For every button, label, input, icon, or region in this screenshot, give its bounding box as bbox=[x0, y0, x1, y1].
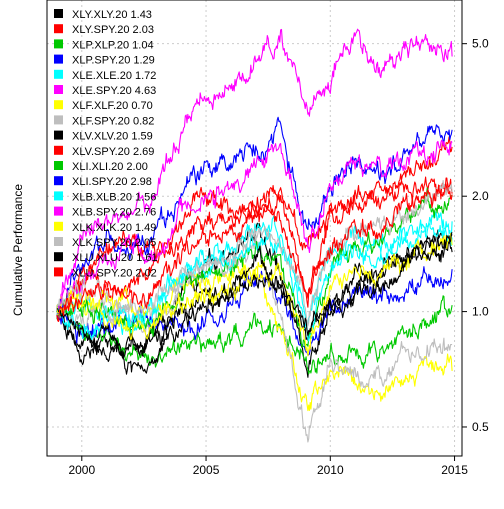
legend-swatch-xlf-spy-20 bbox=[54, 115, 63, 124]
legend-swatch-xly-xly-20 bbox=[54, 9, 63, 18]
legend-label: XLV.XLV.20 1.59 bbox=[72, 131, 153, 143]
legend-swatch-xlk-spy-20 bbox=[54, 237, 63, 246]
legend-swatch-xli-spy-20 bbox=[54, 176, 63, 185]
legend-swatch-xlv-xlv-20 bbox=[54, 131, 63, 140]
legend-swatch-xlp-xlp-20 bbox=[54, 39, 63, 48]
y-axis-label: Cumulative Performance bbox=[11, 184, 25, 316]
y-tick-label: 0.5 bbox=[472, 420, 489, 434]
legend-label: XLE.SPY.20 4.63 bbox=[72, 85, 156, 97]
legend-label: XLI.XLI.20 2.00 bbox=[72, 161, 148, 173]
legend-label: XLI.SPY.20 2.98 bbox=[72, 176, 152, 188]
y-tick-label: 1.0 bbox=[472, 305, 489, 319]
legend-label: XLK.SPY.20 2.05 bbox=[72, 237, 156, 249]
x-tick-label: 2000 bbox=[68, 463, 95, 477]
x-tick-label: 2010 bbox=[317, 463, 344, 477]
legend-label: XLP.XLP.20 1.04 bbox=[72, 39, 154, 51]
y-tick-label: 5.0 bbox=[472, 37, 489, 51]
legend-swatch-xlb-spy-20 bbox=[54, 207, 63, 216]
legend-swatch-xlp-spy-20 bbox=[54, 55, 63, 64]
legend-swatch-xlu-xlu-20 bbox=[54, 252, 63, 261]
legend-label: XLP.SPY.20 1.29 bbox=[72, 55, 155, 67]
y-tick-label: 2.0 bbox=[472, 189, 489, 203]
legend-swatch-xlv-spy-20 bbox=[54, 146, 63, 155]
x-tick-label: 2015 bbox=[441, 463, 468, 477]
legend-label: XLU.SPY.20 2.02 bbox=[72, 267, 157, 279]
legend-swatch-xlf-xlf-20 bbox=[54, 100, 63, 109]
x-tick-label: 2005 bbox=[193, 463, 220, 477]
legend-label: XLF.XLF.20 0.70 bbox=[72, 100, 153, 112]
legend-label: XLV.SPY.20 2.69 bbox=[72, 146, 154, 158]
legend-swatch-xle-xle-20 bbox=[54, 70, 63, 79]
legend-label: XLB.XLB.20 1.56 bbox=[72, 191, 156, 203]
legend-swatch-xlu-spy-20 bbox=[54, 267, 63, 276]
legend-label: XLF.SPY.20 0.82 bbox=[72, 115, 154, 127]
legend-label: XLE.XLE.20 1.72 bbox=[72, 70, 156, 82]
legend-label: XLK.XLK.20 1.49 bbox=[72, 222, 156, 234]
legend-swatch-xly-spy-20 bbox=[54, 24, 63, 33]
legend-swatch-xle-spy-20 bbox=[54, 85, 63, 94]
legend-label: XLU.XLU.20 1.61 bbox=[72, 252, 158, 264]
legend-label: XLY.SPY.20 2.03 bbox=[72, 24, 154, 36]
legend-label: XLB.SPY.20 2.76 bbox=[72, 207, 156, 219]
legend-swatch-xlk-xlk-20 bbox=[54, 222, 63, 231]
legend-swatch-xli-xli-20 bbox=[54, 161, 63, 170]
legend-label: XLY.XLY.20 1.43 bbox=[72, 9, 152, 21]
legend-swatch-xlb-xlb-20 bbox=[54, 191, 63, 200]
